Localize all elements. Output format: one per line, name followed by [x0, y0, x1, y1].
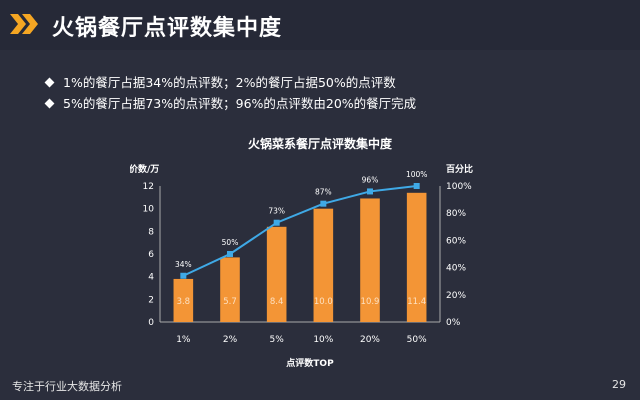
x-tick-label: 10% [313, 335, 333, 345]
bar [266, 226, 287, 322]
line-point [227, 251, 233, 257]
bar [173, 278, 194, 322]
y2-tick-label: 60% [446, 236, 466, 246]
bullet-item: 1%的餐厅占据34%的点评数；2%的餐厅占据50%的点评数 [44, 72, 416, 93]
line-value-label: 87% [315, 188, 332, 197]
y-tick-label: 12 [143, 182, 154, 192]
bar-value-label: 5.7 [223, 297, 237, 307]
x-tick-label: 5% [270, 335, 285, 345]
bar [220, 257, 240, 322]
y2-tick-label: 20% [446, 291, 466, 301]
bar-value-label: 8.4 [270, 297, 284, 307]
line-value-label: 50% [222, 238, 239, 247]
concentration-chart: 火锅菜系餐厅点评数集中度 评价数/万 百分比 点评数TOP 0 2 4 6 8 10 12 0… [130, 136, 473, 369]
bar-value-label: 10.0 [314, 297, 333, 307]
bullet-item: 5%的餐厅占据73%的点评数；96%的点评数由20%的餐厅完成 [44, 93, 417, 114]
bar [313, 208, 334, 322]
line-point [273, 219, 280, 226]
y2-tick-label: 80% [446, 209, 466, 219]
y-tick-label: 0 [148, 318, 154, 328]
x-axis-label: 点评数TOP [286, 357, 334, 369]
bar [406, 192, 427, 322]
diamond-bullet-icon [44, 98, 55, 109]
bar [360, 198, 380, 322]
y2-tick-label: 40% [446, 264, 466, 274]
line-point [367, 188, 373, 195]
line-value-label: 100% [406, 170, 427, 179]
diamond-bullet-icon [44, 77, 55, 88]
y-tick-label: 6 [148, 250, 154, 260]
x-tick-label: 1% [176, 335, 191, 345]
line-point [180, 272, 187, 279]
x-tick-label: 2% [223, 335, 238, 345]
chevron-right-icon [10, 14, 38, 34]
y2-axis-label: 百分比 [446, 163, 473, 175]
y2-tick-label: 100% [446, 182, 472, 192]
line-value-label: 34% [175, 260, 192, 269]
title-bar: 火锅餐厅点评数集中度 [0, 0, 640, 50]
bar-value-label: 3.8 [177, 297, 191, 307]
cumulative-line [182, 185, 417, 277]
line-point [320, 200, 327, 207]
bar-value-label: 11.4 [407, 297, 426, 307]
bullet-text: 5%的餐厅占据73%的点评数；96%的点评数由20%的餐厅完成 [63, 96, 417, 111]
page-number: 29 [612, 378, 626, 391]
line-point [413, 183, 420, 189]
chart-title: 火锅菜系餐厅点评数集中度 [248, 136, 393, 151]
bullet-list: 1%的餐厅占据34%的点评数；2%的餐厅占据50%的点评数 5%的餐厅占据73%… [44, 72, 417, 114]
bar-value-label: 10.9 [361, 297, 380, 307]
y-tick-label: 10 [143, 205, 155, 215]
y-axis-label: 评价数/万 [130, 163, 159, 175]
bullet-text: 1%的餐厅占据34%的点评数；2%的餐厅占据50%的点评数 [63, 75, 396, 90]
line-value-label: 73% [268, 207, 285, 216]
y-tick-label: 8 [148, 227, 154, 237]
line-value-label: 96% [362, 175, 379, 184]
footer-text: 专注于行业大数据分析 [12, 380, 122, 393]
x-tick-label: 50% [407, 335, 427, 345]
x-tick-label: 20% [360, 335, 380, 345]
y-tick-label: 4 [148, 273, 154, 283]
y2-tick-label: 0% [446, 318, 461, 328]
page-title: 火锅餐厅点评数集中度 [52, 16, 283, 41]
y-tick-label: 2 [148, 295, 154, 305]
